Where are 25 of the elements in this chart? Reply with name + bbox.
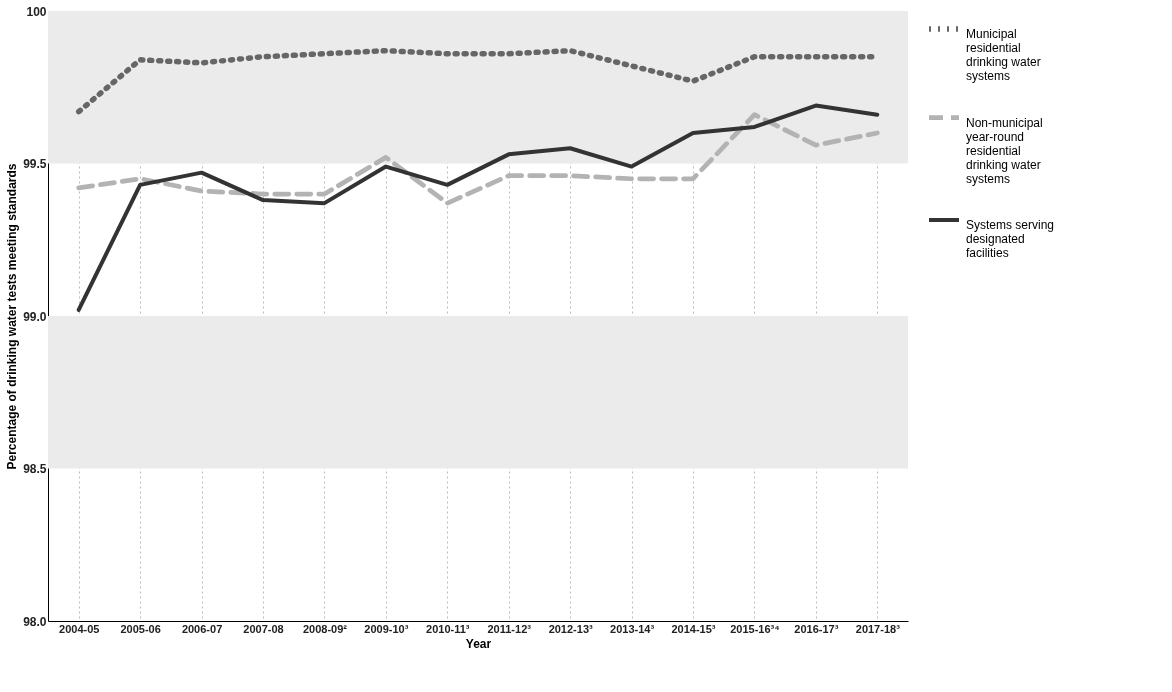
y-tick-label: 98.0 [23, 614, 47, 629]
x-tick-label: 2009-10³ [364, 622, 409, 635]
x-tick-label: 2008-09² [302, 622, 348, 635]
x-tick-label: 2005-06 [120, 622, 161, 635]
y-tick-label: 100 [26, 4, 47, 19]
legend-label: Municipal residential drinking water systems [966, 27, 1041, 83]
x-tick-label: 2016-17³ [794, 622, 839, 635]
y-tick-label: 98.5 [23, 462, 47, 476]
y-tick-label: 99.5 [23, 157, 47, 171]
x-tick-label: 2011-12³ [487, 622, 532, 635]
x-tick-label: 2007-08 [243, 622, 284, 635]
x-tick-label: 2012-13³ [548, 622, 593, 635]
x-tick-label: 2014-15³ [671, 622, 716, 635]
line-series [76, 103, 880, 312]
x-tick-label: 2010-11³ [426, 622, 470, 635]
legend-label: Non-municipal year-round residential drinking water systems [966, 115, 1043, 186]
y-axis-title: Percentage of drinking water tests meeting standards [5, 163, 20, 470]
x-tick-label: 2006-07 [181, 622, 223, 635]
y-tick-label: 99.0 [23, 309, 47, 324]
x-axis-title: Year [465, 636, 492, 651]
x-tick-label: 2013-14³ [610, 622, 655, 635]
x-tick-label: 2017-18³ [855, 622, 901, 635]
x-tick-label: 2004-05 [59, 622, 100, 635]
legend-label: Systems serving designated facilities [966, 218, 1055, 260]
x-tick-label: 2015-16³⁴ [730, 622, 780, 635]
